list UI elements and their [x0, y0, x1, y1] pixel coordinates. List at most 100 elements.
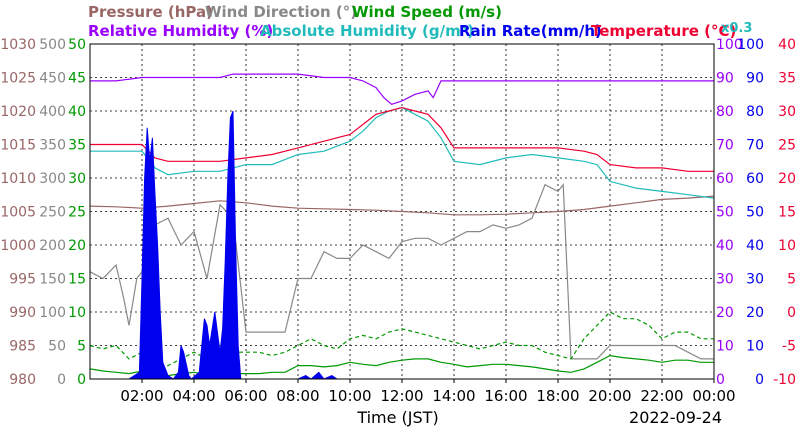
plot-frame — [89, 43, 715, 380]
rain-rate-tick-label: 70 — [746, 138, 764, 154]
rain-rate-tick-label: 40 — [746, 238, 764, 254]
x-tick-label: 00:00 — [692, 387, 735, 405]
legend-relative-humidity: Relative Humidity (%) — [88, 22, 273, 40]
wind-speed-tick-label: 25 — [68, 205, 86, 221]
rain-rate-tick-label: 0 — [755, 372, 764, 388]
temperature-tick-label: -10 — [773, 372, 796, 388]
humidity-tick-label: 70 — [716, 138, 734, 154]
pressure-tick-label: 1015 — [0, 138, 36, 154]
humidity-tick-label: 60 — [716, 171, 734, 187]
series-wind-speed-line — [89, 354, 714, 377]
humidity-tick-label: 100 — [716, 37, 743, 53]
wind-speed-tick-label: 50 — [68, 37, 86, 53]
pressure-tick-label: 1010 — [0, 171, 36, 187]
wind-direction-tick-label: 250 — [39, 205, 66, 221]
pressure-tick-label: 980 — [9, 372, 36, 388]
wind-speed-tick-label: 0 — [77, 372, 86, 388]
humidity-tick-label: 50 — [716, 205, 734, 221]
x-tick-label: 10:00 — [328, 387, 371, 405]
legend-temperature: Temperature (°C) — [591, 22, 736, 40]
temperature-tick-label: 10 — [778, 238, 796, 254]
temperature-tick-label: 25 — [778, 138, 796, 154]
humidity-tick-label: 40 — [716, 238, 734, 254]
x-tick-label: 16:00 — [484, 387, 527, 405]
legend-wind-direction: Wind Direction (°) — [205, 3, 357, 21]
temperature-tick-label: 0 — [787, 305, 796, 321]
humidity-tick-label: 80 — [716, 104, 734, 120]
legend-abs-humidity-scale: x0.3 — [721, 21, 752, 36]
rain-rate-tick-label: 10 — [746, 339, 764, 355]
chart-date: 2022-09-24 — [629, 408, 722, 427]
wind-direction-tick-label: 100 — [39, 305, 66, 321]
wind-speed-tick-label: 5 — [77, 339, 86, 355]
temperature-tick-label: 40 — [778, 37, 796, 53]
humidity-tick-label: 20 — [716, 305, 734, 321]
temperature-tick-label: 35 — [778, 71, 796, 87]
wind-direction-tick-label: 400 — [39, 104, 66, 120]
wind-direction-tick-label: 200 — [39, 238, 66, 254]
rain-rate-tick-label: 60 — [746, 171, 764, 187]
x-tick-label: 18:00 — [536, 387, 579, 405]
wind-speed-tick-label: 20 — [68, 238, 86, 254]
pressure-tick-label: 990 — [9, 305, 36, 321]
wind-direction-tick-label: 150 — [39, 272, 66, 288]
wind-direction-tick-label: 300 — [39, 171, 66, 187]
legend-absolute-humidity: Absolute Humidity (g/m³) — [260, 22, 474, 40]
legend-rain-rate: Rain Rate(mm/h) — [459, 22, 602, 40]
wind-direction-tick-label: 350 — [39, 138, 66, 154]
rain-rate-tick-label: 100 — [737, 37, 764, 53]
legend-pressure: Pressure (hPa) — [88, 3, 213, 21]
pressure-tick-label: 1025 — [0, 71, 36, 87]
temperature-tick-label: 15 — [778, 205, 796, 221]
x-tick-label: 22:00 — [640, 387, 683, 405]
legend-wind-speed: Wind Speed (m/s) — [352, 3, 502, 21]
series-pressure-line — [89, 195, 715, 216]
wind-speed-tick-label: 40 — [68, 104, 86, 120]
wind-speed-tick-label: 15 — [68, 272, 86, 288]
wind-direction-tick-label: 50 — [48, 339, 66, 355]
pressure-tick-label: 995 — [9, 272, 36, 288]
wind-direction-tick-label: 450 — [39, 71, 66, 87]
temperature-tick-label: 5 — [787, 272, 796, 288]
pressure-tick-label: 985 — [9, 339, 36, 355]
x-tick-label: 04:00 — [172, 387, 215, 405]
wind-speed-tick-label: 30 — [68, 171, 86, 187]
rain-rate-tick-label: 90 — [746, 71, 764, 87]
rain-rate-tick-label: 30 — [746, 272, 764, 288]
plot-area — [89, 73, 715, 380]
series-wind-direction-line — [89, 183, 714, 360]
humidity-tick-label: 30 — [716, 272, 734, 288]
temperature-tick-label: 30 — [778, 104, 796, 120]
pressure-tick-label: 1020 — [0, 104, 36, 120]
series-rain-rate-area — [90, 110, 714, 380]
wind-speed-tick-label: 45 — [68, 71, 86, 87]
humidity-tick-label: 90 — [716, 71, 734, 87]
x-axis: 02:00 04:00 06:00 08:00 10:00 12:00 14:00 16:00… — [120, 379, 736, 405]
x-tick-label: 06:00 — [224, 387, 267, 405]
humidity-tick-label: 10 — [716, 339, 734, 355]
rain-rate-tick-label: 20 — [746, 305, 764, 321]
humidity-tick-label: 0 — [716, 372, 725, 388]
wind-speed-tick-label: 10 — [68, 305, 86, 321]
grid — [90, 44, 714, 379]
x-tick-label: 14:00 — [432, 387, 475, 405]
pressure-tick-label: 1030 — [0, 37, 36, 53]
wind-direction-tick-label: 500 — [39, 37, 66, 53]
x-axis-label: Time (JST) — [356, 408, 438, 427]
x-tick-label: 02:00 — [120, 387, 163, 405]
series-wind-speed-max-line — [89, 311, 714, 367]
pressure-tick-label: 1000 — [0, 238, 36, 254]
rain-rate-tick-label: 50 — [746, 205, 764, 221]
series-temperature-line — [90, 106, 714, 172]
rain-rate-tick-label: 80 — [746, 104, 764, 120]
series-relative-humidity-line — [90, 73, 714, 105]
temperature-tick-label: 20 — [778, 171, 796, 187]
x-tick-label: 20:00 — [588, 387, 631, 405]
temperature-tick-label: -5 — [782, 339, 796, 355]
x-tick-label: 12:00 — [380, 387, 423, 405]
x-tick-label: 08:00 — [276, 387, 319, 405]
wind-direction-tick-label: 0 — [57, 372, 66, 388]
wind-speed-tick-label: 35 — [68, 138, 86, 154]
pressure-tick-label: 1005 — [0, 205, 36, 221]
